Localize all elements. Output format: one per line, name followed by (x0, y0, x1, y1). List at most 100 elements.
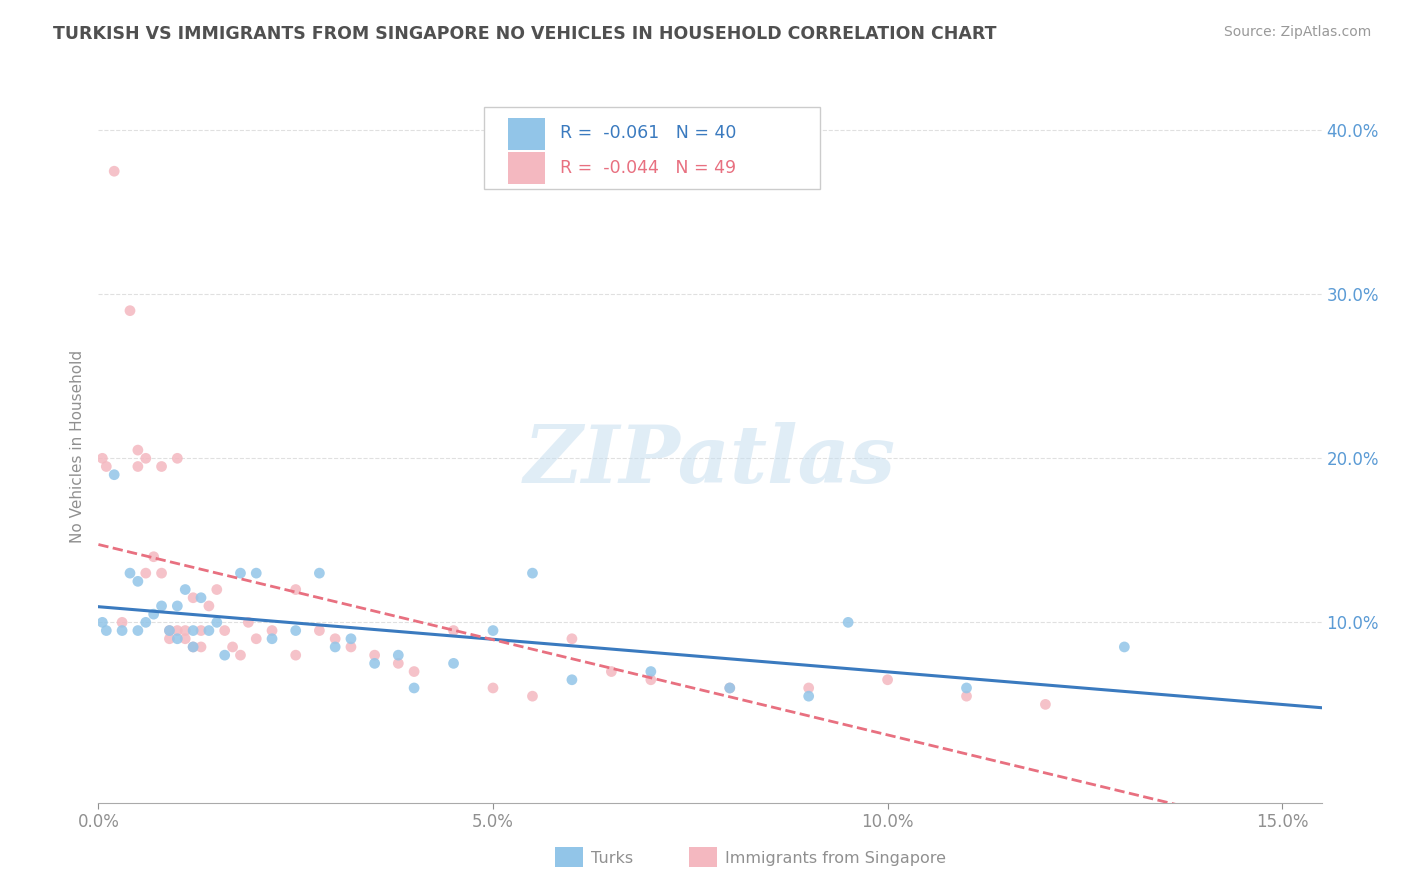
Point (190, 624, 212, 638)
Point (245, 632, 267, 646)
Point (443, 657, 465, 671)
Bar (508, 152, 546, 184)
Point (150, 566, 173, 581)
Point (91, 451, 114, 466)
Point (135, 615, 157, 630)
Point (96, 459, 118, 474)
Point (260, 632, 283, 646)
Point (181, 640, 204, 654)
Point (118, 566, 141, 581)
Point (443, 624, 465, 638)
Point (181, 624, 204, 638)
Point (118, 303, 141, 318)
Y-axis label: No Vehicles in Household: No Vehicles in Household (70, 350, 86, 542)
Point (308, 624, 330, 638)
Point (718, 681, 741, 695)
Point (955, 689, 977, 703)
Point (640, 673, 662, 687)
Point (166, 451, 188, 466)
Point (284, 582, 307, 597)
Text: R =  -0.061   N = 40: R = -0.061 N = 40 (560, 125, 735, 143)
Point (174, 632, 197, 646)
Point (482, 624, 505, 638)
Point (214, 648, 236, 662)
Point (308, 566, 330, 581)
Text: Immigrants from Singapore: Immigrants from Singapore (725, 851, 946, 865)
Point (387, 648, 409, 662)
Text: Turks: Turks (591, 851, 633, 865)
Point (229, 566, 252, 581)
Point (363, 648, 385, 662)
Point (340, 632, 363, 646)
Point (150, 459, 173, 474)
Point (600, 665, 623, 679)
Point (323, 640, 346, 654)
Point (797, 681, 820, 695)
Point (561, 632, 583, 646)
Point (404, 665, 426, 679)
Point (260, 624, 283, 638)
Point (876, 673, 898, 687)
Point (135, 451, 157, 466)
Point (190, 591, 212, 605)
Point (284, 648, 307, 662)
Point (198, 599, 221, 613)
Point (174, 624, 197, 638)
Point (111, 624, 134, 638)
Point (1114, 640, 1136, 654)
Point (284, 624, 307, 638)
Point (166, 599, 188, 613)
Point (103, 164, 125, 178)
Point (1035, 698, 1057, 712)
Point (166, 624, 188, 638)
Point (150, 599, 173, 613)
Point (174, 582, 197, 597)
Text: ZIPatlas: ZIPatlas (524, 422, 896, 499)
Point (142, 607, 165, 622)
Point (238, 615, 260, 630)
Point (142, 549, 165, 564)
Point (323, 632, 346, 646)
Point (340, 640, 363, 654)
Point (111, 615, 134, 630)
Point (135, 566, 157, 581)
Point (245, 566, 267, 581)
Bar (508, 118, 546, 150)
Point (205, 582, 228, 597)
Point (229, 648, 252, 662)
Text: TURKISH VS IMMIGRANTS FROM SINGAPORE NO VEHICLES IN HOUSEHOLD CORRELATION CHART: TURKISH VS IMMIGRANTS FROM SINGAPORE NO … (53, 25, 997, 43)
Point (127, 443, 149, 458)
Point (640, 665, 662, 679)
Point (190, 640, 212, 654)
Point (91, 615, 114, 630)
Point (221, 640, 243, 654)
Point (387, 657, 409, 671)
Point (159, 624, 181, 638)
Point (127, 574, 149, 589)
Point (127, 624, 149, 638)
Point (797, 689, 820, 703)
Point (198, 624, 221, 638)
Point (522, 566, 544, 581)
Point (159, 624, 181, 638)
Point (837, 615, 859, 630)
FancyBboxPatch shape (484, 107, 820, 189)
Text: Source: ZipAtlas.com: Source: ZipAtlas.com (1223, 25, 1371, 39)
Point (718, 681, 741, 695)
Point (522, 689, 544, 703)
Point (166, 632, 188, 646)
Point (127, 459, 149, 474)
Point (404, 681, 426, 695)
Point (159, 632, 181, 646)
Point (96, 624, 118, 638)
Point (214, 624, 236, 638)
Point (955, 681, 977, 695)
Point (181, 640, 204, 654)
Text: R =  -0.044   N = 49: R = -0.044 N = 49 (560, 159, 735, 177)
Point (363, 657, 385, 671)
Point (561, 673, 583, 687)
Point (103, 467, 125, 482)
Point (205, 615, 228, 630)
Point (482, 681, 505, 695)
Point (181, 591, 204, 605)
